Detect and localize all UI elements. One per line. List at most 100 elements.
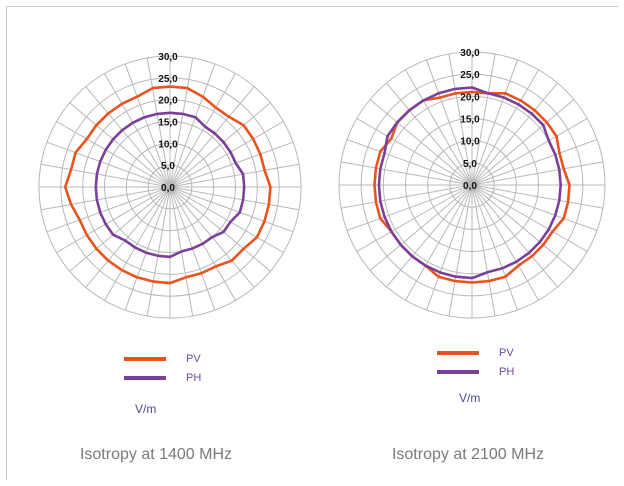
grid-spoke bbox=[471, 99, 575, 186]
legend-2100: PV PH bbox=[437, 343, 514, 381]
radial-tick-label: 15,0 bbox=[460, 115, 480, 126]
grid-spoke bbox=[471, 53, 496, 186]
grid-spoke bbox=[471, 184, 598, 231]
grid-spoke bbox=[471, 69, 539, 186]
grid-spoke bbox=[471, 184, 558, 288]
polar-plot-2100: 0,0 5,0 10,0 15,0 20,0 25,0 30,0 bbox=[338, 48, 606, 319]
grid-spoke bbox=[169, 186, 271, 272]
legend-item-pv: PV bbox=[124, 349, 201, 368]
grid-spoke bbox=[386, 82, 473, 186]
polar-plot-1400: 0,0 5,0 10,0 15,0 20,0 25,0 30,0 bbox=[38, 52, 302, 319]
legend-label-ph: PH bbox=[499, 365, 515, 378]
legend-label-pv: PV bbox=[186, 352, 201, 365]
radial-tick-label: 25,0 bbox=[158, 74, 178, 85]
grid-spoke bbox=[471, 184, 518, 311]
legend-swatch-ph bbox=[437, 369, 479, 374]
polar-chart-2100: 0,0 5,0 10,0 15,0 20,0 25,0 30,0 PV PH V/m Iso… bbox=[312, 0, 624, 486]
grid-spoke bbox=[169, 73, 236, 188]
grid-spoke bbox=[56, 121, 171, 188]
grid-spoke bbox=[169, 163, 300, 188]
grid-spoke bbox=[471, 161, 604, 186]
legend-swatch-pv bbox=[437, 350, 479, 355]
grid-spoke bbox=[448, 184, 473, 317]
unit-label: V/m bbox=[135, 402, 157, 416]
grid-spoke bbox=[85, 186, 171, 288]
grid-spoke bbox=[124, 63, 171, 188]
grid-spoke bbox=[169, 63, 216, 188]
series-line-pv bbox=[373, 90, 571, 284]
legend-1400: PV PH bbox=[124, 349, 201, 387]
grid-spoke bbox=[40, 186, 171, 211]
series-line-pv bbox=[63, 85, 272, 285]
grid-spoke bbox=[169, 186, 294, 233]
grid-spoke bbox=[448, 53, 473, 186]
grid-spoke bbox=[340, 184, 473, 209]
grid-spoke bbox=[356, 184, 473, 252]
grid-spoke bbox=[356, 118, 473, 186]
grid-spoke bbox=[146, 57, 171, 188]
legend-item-ph: PH bbox=[437, 362, 514, 381]
grid-spoke bbox=[369, 184, 473, 271]
grid-spoke bbox=[169, 102, 271, 188]
grid-spoke bbox=[169, 86, 255, 188]
series-line-ph bbox=[377, 86, 562, 280]
grid-spoke bbox=[169, 186, 300, 211]
radial-tick-label: 10,0 bbox=[158, 139, 178, 150]
grid-spoke bbox=[405, 69, 473, 186]
radial-tick-label: 5,0 bbox=[463, 159, 477, 170]
radial-tick-label: 30,0 bbox=[460, 48, 480, 59]
grid-spoke bbox=[471, 82, 558, 186]
grid-spoke bbox=[124, 186, 171, 311]
chart-caption: Isotropy at 1400 MHz bbox=[79, 446, 233, 463]
legend-swatch-pv bbox=[124, 356, 166, 361]
chart-frame bbox=[6, 6, 618, 480]
grid-spoke bbox=[471, 184, 588, 252]
grid-spoke bbox=[169, 141, 294, 188]
grid-spoke bbox=[405, 184, 473, 301]
grid-spoke bbox=[169, 57, 194, 188]
grid-spoke bbox=[104, 186, 171, 301]
grid-spoke bbox=[69, 102, 171, 188]
grid-spoke bbox=[104, 73, 171, 188]
grid-spoke bbox=[46, 141, 171, 188]
legend-item-ph: PH bbox=[124, 368, 201, 387]
grid-spoke bbox=[56, 186, 171, 253]
radial-tick-label: 10,0 bbox=[460, 137, 480, 148]
grid-spoke bbox=[40, 163, 171, 188]
legend-swatch-ph bbox=[124, 375, 166, 380]
polar-chart-1400: 0,0 5,0 10,0 15,0 20,0 25,0 30,0 PV PH V/m Iso… bbox=[38, 52, 302, 463]
grid-spoke bbox=[69, 186, 171, 272]
grid-spoke bbox=[386, 184, 473, 288]
radial-tick-label: 20,0 bbox=[460, 92, 480, 103]
grid-spoke bbox=[146, 186, 171, 317]
radial-tick-label: 5,0 bbox=[161, 161, 175, 172]
radial-tick-label: 0,0 bbox=[463, 181, 477, 192]
grid-spoke bbox=[471, 184, 496, 317]
grid-spoke bbox=[471, 184, 539, 301]
radial-tick-label: 0,0 bbox=[161, 183, 175, 194]
grid-spoke bbox=[471, 184, 604, 209]
chart-caption: Isotropy at 2100 MHz bbox=[391, 446, 545, 463]
grid-spoke bbox=[471, 139, 598, 186]
grid-spoke bbox=[346, 139, 473, 186]
radial-tick-label: 25,0 bbox=[460, 70, 480, 81]
grid-spoke bbox=[340, 161, 473, 186]
series-line-ph bbox=[94, 111, 246, 259]
radial-tick-label: 15,0 bbox=[158, 118, 178, 129]
legend-item-pv: PV bbox=[437, 343, 514, 362]
grid-spoke bbox=[471, 184, 575, 271]
grid-spoke bbox=[369, 99, 473, 186]
legend-label-ph: PH bbox=[186, 371, 202, 384]
grid-spoke bbox=[169, 186, 284, 253]
grid-spoke bbox=[85, 86, 171, 188]
grid-spoke bbox=[471, 59, 518, 186]
grid-spoke bbox=[46, 186, 171, 233]
unit-label: V/m bbox=[459, 391, 481, 405]
radial-tick-label: 20,0 bbox=[158, 96, 178, 107]
grid-spoke bbox=[169, 121, 284, 188]
radial-tick-label: 30,0 bbox=[158, 52, 178, 63]
grid-spoke bbox=[471, 118, 588, 186]
grid-spoke bbox=[346, 184, 473, 231]
legend-label-pv: PV bbox=[499, 346, 514, 359]
grid-spoke bbox=[426, 59, 473, 186]
